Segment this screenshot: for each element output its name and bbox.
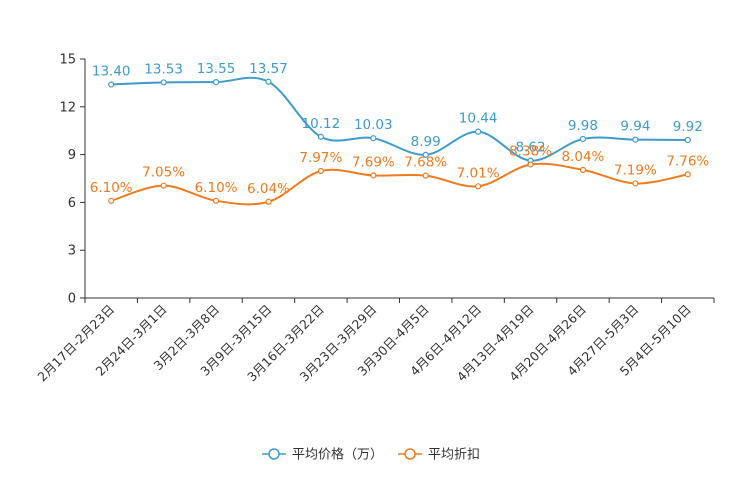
series-2: 6.10% 7.05% 6.10% 6.04% 7.97% 7.69% 7.68% 7.01%… (90, 143, 709, 206)
data-point (108, 197, 115, 204)
data-point (108, 81, 115, 88)
data-point (422, 151, 429, 158)
data-point (475, 183, 482, 190)
y-tick-label: 9 (68, 148, 76, 163)
data-label: 10.44 (459, 111, 498, 127)
data-point (265, 198, 272, 205)
data-point (527, 161, 534, 168)
data-label: 6.04% (247, 181, 290, 197)
data-label: 13.57 (249, 61, 288, 77)
data-label: 13.53 (144, 61, 183, 77)
data-point (684, 171, 691, 178)
data-point (370, 135, 377, 142)
legend-swatch-marker (268, 448, 280, 460)
data-label: 9.92 (673, 119, 703, 135)
series-layer: 13.40 13.53 13.55 13.57 10.12 10.03 8.99 10.44 8… (90, 61, 709, 206)
data-label: 10.03 (354, 117, 393, 133)
data-label: 13.40 (92, 63, 131, 79)
data-point (212, 197, 220, 204)
data-point (684, 136, 691, 144)
legend-label: 平均价格（万） (292, 447, 383, 463)
legend: 平均价格（万） 平均折扣 (262, 447, 480, 463)
data-point (317, 167, 324, 175)
data-label: 8.38% (509, 143, 552, 159)
data-point (422, 172, 429, 179)
data-label: 9.98 (568, 118, 598, 134)
data-label: 8.99 (411, 134, 441, 150)
legend-item-1: 平均价格（万） (262, 447, 383, 463)
data-label: 7.05% (142, 165, 185, 181)
data-point (579, 135, 587, 143)
data-point (212, 79, 220, 86)
data-point (160, 182, 167, 189)
data-point (632, 136, 639, 143)
data-point (265, 78, 272, 85)
axes: 036912152月17日-2月23日2月24日-3月1日3月2日-3月8日3月… (34, 53, 715, 384)
data-label: 8.62 (516, 140, 546, 156)
series-line (110, 162, 688, 206)
y-tick-label: 3 (68, 244, 76, 259)
data-label: 7.69% (352, 154, 395, 170)
data-point (317, 133, 324, 140)
y-tick-label: 6 (68, 196, 76, 211)
data-label: 7.01% (457, 165, 500, 181)
data-point (160, 79, 167, 86)
data-label: 7.97% (299, 150, 342, 166)
data-label: 7.19% (614, 162, 657, 178)
data-label: 6.10% (195, 180, 238, 196)
legend-label: 平均折扣 (428, 448, 480, 463)
legend-item-2: 平均折扣 (398, 448, 480, 463)
y-tick-label: 15 (59, 53, 76, 68)
data-label: 10.12 (302, 116, 341, 132)
y-tick-label: 12 (59, 100, 76, 115)
data-label: 8.04% (562, 149, 605, 165)
data-point (632, 180, 639, 187)
series-1: 13.40 13.53 13.55 13.57 10.12 10.03 8.99 10.44 8… (92, 61, 703, 164)
data-point (370, 172, 377, 179)
data-label: 7.76% (666, 153, 709, 169)
y-tick-label: 0 (68, 292, 76, 307)
data-label: 13.55 (197, 61, 236, 77)
data-point (475, 128, 482, 135)
data-label: 7.68% (404, 155, 447, 171)
data-label: 9.94 (620, 119, 650, 135)
legend-swatch-marker (404, 448, 416, 460)
data-label: 6.10% (90, 180, 133, 196)
data-point (579, 166, 587, 173)
